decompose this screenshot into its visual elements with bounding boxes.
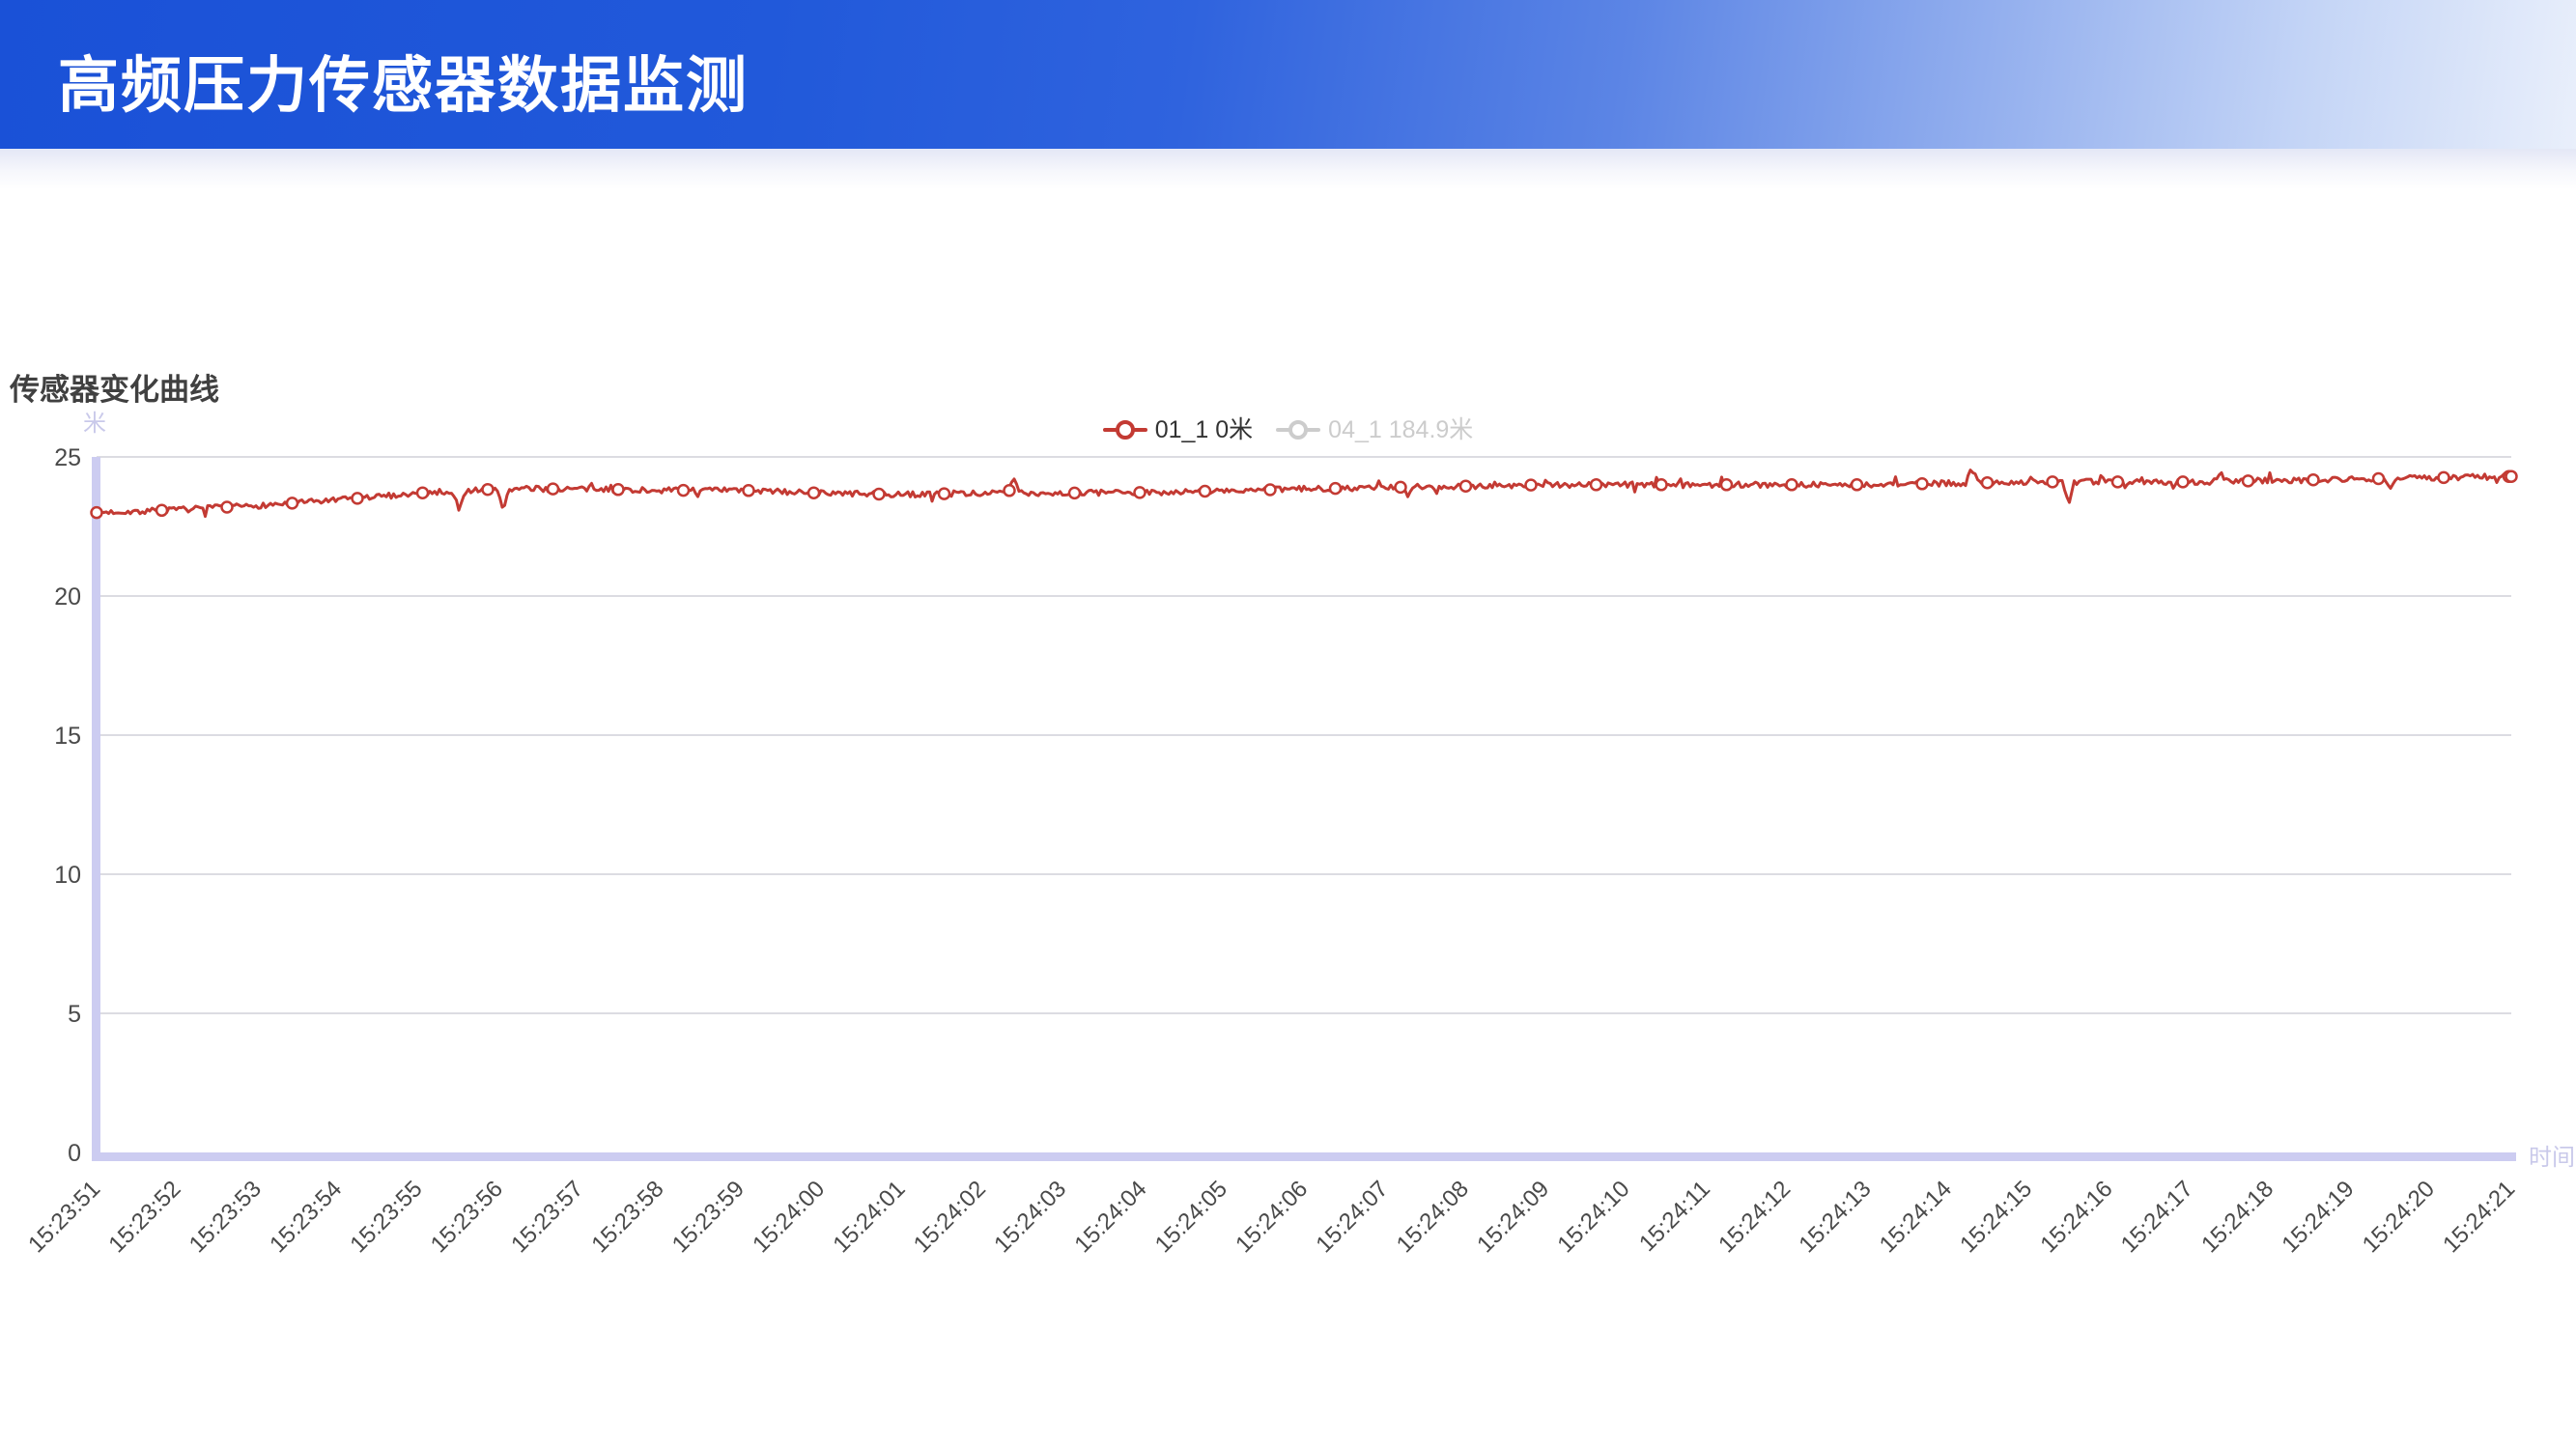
x-tick-label: 15:24:09: [1472, 1176, 1554, 1258]
x-tick-label: 15:23:55: [345, 1176, 427, 1258]
x-tick-label: 15:24:16: [2035, 1176, 2117, 1258]
series-marker: [807, 486, 821, 499]
x-tick-label: 15:24:20: [2358, 1176, 2440, 1258]
x-tick-label: 15:24:17: [2116, 1176, 2198, 1258]
series-marker: [742, 484, 755, 497]
x-axis-name-label: 时间: [2529, 1145, 2575, 1171]
x-tick-label: 15:24:08: [1392, 1176, 1474, 1258]
series-marker: [1067, 486, 1082, 500]
series-marker: [1980, 475, 1995, 490]
series-marker: [1263, 483, 1277, 497]
y-tick-label: 25: [54, 444, 81, 471]
x-tick-label: 15:24:14: [1875, 1176, 1957, 1258]
x-tick-label: 15:24:01: [828, 1176, 910, 1258]
x-tick-label: 15:23:56: [426, 1176, 508, 1258]
series-marker: [415, 486, 430, 499]
series-marker: [1133, 486, 1146, 499]
series-marker: [1915, 477, 1929, 491]
legend-item-01-1[interactable]: 01_1 0米: [1102, 415, 1254, 444]
series-marker: [2110, 475, 2125, 489]
series-marker: [1394, 480, 1407, 495]
series-marker: [2505, 469, 2518, 483]
page-title: 高频压力传感器数据监测: [58, 52, 749, 120]
x-axis-band: [92, 1152, 2516, 1161]
legend-marker-dot: [1115, 420, 1135, 440]
y-axis-unit-label: 米: [83, 411, 106, 437]
x-tick-label: 15:23:51: [23, 1176, 105, 1258]
legend-label-04-1: 04_1 184.9米: [1328, 416, 1474, 443]
y-tick-label: 15: [54, 723, 81, 750]
x-tick-label: 15:23:52: [103, 1176, 185, 1258]
chart-title: 传感器变化曲线: [10, 373, 219, 407]
series-marker: [351, 492, 364, 505]
series-line-01-1: [95, 469, 2512, 519]
series-marker: [285, 497, 299, 510]
legend-line-marker-icon: [1102, 415, 1147, 444]
x-tick-label: 15:24:12: [1713, 1176, 1796, 1258]
series-marker: [1458, 479, 1473, 493]
legend-item-04-1[interactable]: 04_1 184.9米: [1276, 415, 1473, 444]
legend-line-marker-icon: [1276, 415, 1321, 444]
series-marker: [872, 487, 886, 501]
series-marker: [2176, 475, 2190, 489]
x-tick-label: 15:24:21: [2438, 1176, 2520, 1258]
series-marker: [90, 505, 103, 520]
series-marker: [546, 482, 560, 496]
x-tick-label: 15:24:03: [989, 1176, 1071, 1258]
series-marker: [2046, 475, 2059, 489]
series-marker: [2371, 471, 2386, 486]
header-fade: [0, 149, 2576, 189]
x-tick-label: 15:24:04: [1069, 1176, 1151, 1258]
x-tick-label: 15:23:58: [586, 1176, 668, 1258]
header-banner: 高频压力传感器数据监测: [0, 0, 2576, 149]
y-tick-label: 5: [68, 1001, 81, 1028]
series-marker: [1719, 478, 1734, 492]
x-tick-label: 15:24:06: [1231, 1176, 1313, 1258]
series-marker: [1328, 481, 1343, 496]
series-marker: [2241, 474, 2255, 488]
x-tick-label: 15:23:53: [184, 1176, 267, 1258]
series-marker: [937, 487, 951, 500]
y-tick-label: 0: [68, 1140, 81, 1167]
x-tick-label: 15:24:00: [748, 1176, 830, 1258]
chart-legend: 01_1 0米 04_1 184.9米: [0, 413, 2576, 446]
y-tick-label: 20: [54, 583, 81, 611]
x-tick-label: 15:24:19: [2277, 1176, 2359, 1258]
x-tick-label: 15:24:11: [1634, 1176, 1715, 1257]
series-marker: [1785, 478, 1798, 492]
series-marker: [1589, 478, 1603, 492]
series-marker: [220, 500, 234, 514]
legend-marker-dot: [1288, 420, 1309, 440]
x-tick-label: 15:24:18: [2196, 1176, 2279, 1258]
series-marker: [155, 503, 169, 518]
series-marker: [1850, 478, 1864, 492]
x-tick-label: 15:23:54: [265, 1176, 347, 1258]
series-marker: [481, 482, 495, 497]
series-marker: [1003, 484, 1016, 497]
y-axis-band: [92, 457, 100, 1161]
x-tick-label: 15:24:05: [1150, 1176, 1232, 1258]
x-tick-label: 15:24:10: [1552, 1176, 1634, 1258]
legend-label-01-1: 01_1 0米: [1154, 416, 1254, 443]
series-marker: [1524, 478, 1538, 492]
x-tick-label: 15:24:02: [909, 1176, 991, 1258]
series-marker: [2307, 472, 2320, 487]
series-marker: [676, 483, 691, 497]
series-marker: [1655, 478, 1668, 492]
series-marker: [2437, 470, 2450, 485]
x-tick-label: 15:24:15: [1955, 1176, 2037, 1258]
y-tick-label: 10: [54, 862, 81, 889]
series-marker: [1198, 484, 1212, 498]
series-marker: [611, 483, 625, 497]
x-tick-label: 15:24:13: [1794, 1176, 1876, 1258]
x-tick-label: 15:23:59: [667, 1176, 750, 1258]
x-tick-label: 15:23:57: [506, 1176, 588, 1258]
x-tick-label: 15:24:07: [1311, 1176, 1393, 1258]
